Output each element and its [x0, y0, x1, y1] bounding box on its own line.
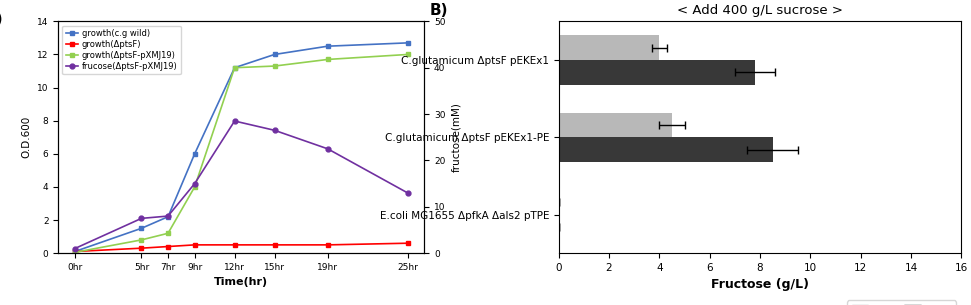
X-axis label: Fructose (g/L): Fructose (g/L): [711, 278, 809, 292]
Legend: 24hr, 48hr: 24hr, 48hr: [847, 300, 955, 305]
growth(ΔptsF): [322, 243, 334, 247]
Bar: [558, 35, 659, 60]
X-axis label: Time(hr): Time(hr): [215, 278, 268, 287]
growth(c.g wild): [229, 66, 241, 70]
growth(c.g wild): [269, 53, 281, 56]
frucose(ΔptsF-pXMJ19): [402, 191, 414, 195]
growth(ΔptsF): [188, 243, 200, 247]
frucose(ΔptsF-pXMJ19): [269, 128, 281, 132]
Line: growth(c.g wild): growth(c.g wild): [73, 41, 410, 254]
Y-axis label: fructose(mM): fructose(mM): [451, 102, 461, 172]
growth(ΔptsF): [229, 243, 241, 247]
growth(ΔptsF): [136, 246, 148, 250]
growth(ΔptsF-pXMJ19): [136, 238, 148, 242]
frucose(ΔptsF-pXMJ19): [162, 214, 174, 218]
Text: A): A): [0, 12, 4, 27]
Line: frucose(ΔptsF-pXMJ19): frucose(ΔptsF-pXMJ19): [73, 119, 410, 251]
growth(c.g wild): [188, 152, 200, 156]
frucose(ΔptsF-pXMJ19): [188, 182, 200, 185]
growth(ΔptsF): [162, 245, 174, 248]
growth(ΔptsF-pXMJ19): [402, 53, 414, 56]
Line: growth(ΔptsF): growth(ΔptsF): [73, 241, 410, 254]
growth(ΔptsF): [69, 250, 81, 253]
growth(ΔptsF-pXMJ19): [229, 66, 241, 70]
Bar: [558, 113, 672, 137]
frucose(ΔptsF-pXMJ19): [322, 147, 334, 151]
growth(ΔptsF): [269, 243, 281, 247]
growth(c.g wild): [136, 227, 148, 230]
Text: B): B): [430, 3, 449, 18]
growth(ΔptsF-pXMJ19): [69, 250, 81, 254]
growth(c.g wild): [162, 215, 174, 219]
Title: < Add 400 g/L sucrose >: < Add 400 g/L sucrose >: [677, 4, 843, 17]
growth(c.g wild): [322, 44, 334, 48]
Line: growth(ΔptsF-pXMJ19): growth(ΔptsF-pXMJ19): [73, 52, 410, 255]
growth(ΔptsF-pXMJ19): [162, 231, 174, 235]
frucose(ΔptsF-pXMJ19): [136, 217, 148, 220]
Bar: [558, 60, 755, 85]
growth(ΔptsF): [402, 241, 414, 245]
Y-axis label: O.D.600: O.D.600: [21, 116, 31, 158]
growth(ΔptsF-pXMJ19): [188, 185, 200, 189]
frucose(ΔptsF-pXMJ19): [229, 119, 241, 123]
growth(ΔptsF-pXMJ19): [322, 58, 334, 61]
frucose(ΔptsF-pXMJ19): [69, 247, 81, 250]
growth(c.g wild): [69, 250, 81, 253]
growth(ΔptsF-pXMJ19): [269, 64, 281, 68]
Bar: [558, 137, 773, 162]
Legend: growth(c.g wild), growth(ΔptsF), growth(ΔptsF-pXMJ19), frucose(ΔptsF-pXMJ19): growth(c.g wild), growth(ΔptsF), growth(…: [62, 26, 181, 74]
growth(c.g wild): [402, 41, 414, 45]
